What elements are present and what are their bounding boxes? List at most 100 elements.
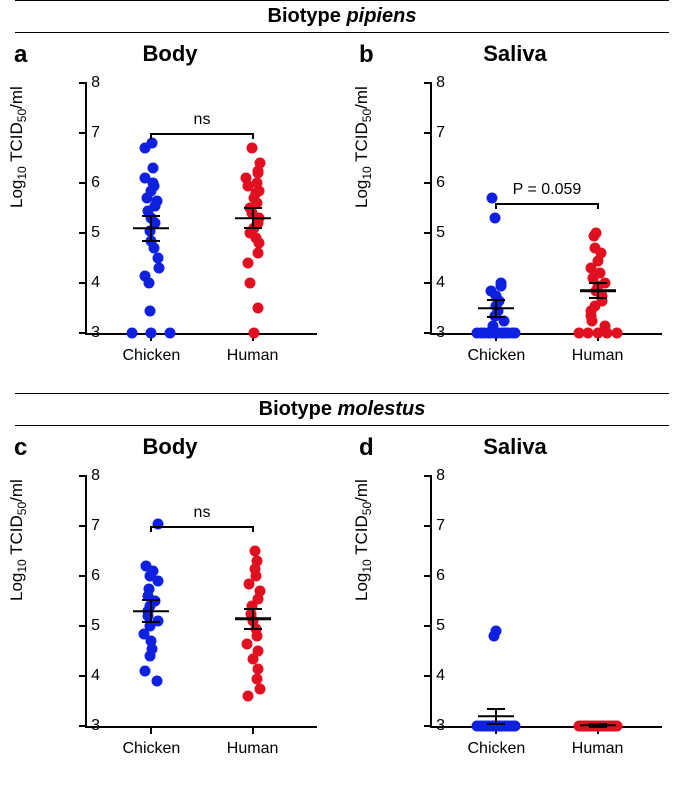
- data-point: [148, 163, 159, 174]
- sig-bracket: [252, 133, 254, 139]
- sig-bracket: [150, 526, 152, 532]
- y-tick: [424, 182, 432, 184]
- data-point: [253, 248, 264, 259]
- error-cap: [142, 215, 160, 217]
- y-tick-label: 4: [436, 274, 445, 292]
- y-tick-label: 8: [436, 467, 445, 485]
- data-point: [139, 666, 150, 677]
- data-point: [152, 576, 163, 587]
- panel-a: a Body ChickenHumanns 345678Log10 TCID50…: [0, 33, 340, 383]
- y-tick-label: 5: [436, 224, 445, 242]
- mean-line: [235, 617, 271, 620]
- y-tick: [424, 675, 432, 677]
- sig-bracket: [495, 203, 497, 209]
- mean-line: [580, 724, 616, 727]
- data-point: [253, 303, 264, 314]
- sig-bracket: [151, 133, 252, 135]
- y-tick-label: 4: [91, 274, 100, 292]
- y-tick: [79, 675, 87, 677]
- y-tick: [79, 82, 87, 84]
- section-header-molestus: Biotype molestus: [15, 393, 669, 426]
- panels-row-2: c Body ChickenHumanns 345678Log10 TCID50…: [0, 426, 685, 776]
- y-tick: [424, 132, 432, 134]
- sig-bracket: [150, 133, 152, 139]
- x-tick: [252, 726, 254, 734]
- data-point: [510, 721, 521, 732]
- sig-bracket: [252, 526, 254, 532]
- x-tick-label: Human: [227, 347, 279, 365]
- data-point: [243, 258, 254, 269]
- sig-bracket: [597, 203, 599, 209]
- y-tick: [424, 575, 432, 577]
- section-name: molestus: [338, 398, 426, 420]
- x-tick: [150, 726, 152, 734]
- y-tick-label: 6: [436, 567, 445, 585]
- y-tick: [79, 725, 87, 727]
- y-axis-label: Log10 TCID50/ml: [352, 86, 374, 208]
- error-cap: [244, 628, 262, 630]
- panel-title: Saliva: [345, 434, 685, 460]
- data-point: [143, 278, 154, 289]
- data-point: [245, 278, 256, 289]
- y-tick: [424, 332, 432, 334]
- section-prefix: Biotype: [259, 398, 338, 420]
- y-tick: [424, 282, 432, 284]
- error-cap: [142, 599, 160, 601]
- mean-line: [133, 610, 169, 613]
- data-point: [247, 143, 258, 154]
- y-tick: [79, 332, 87, 334]
- y-tick-label: 3: [91, 324, 100, 342]
- y-tick: [424, 525, 432, 527]
- data-point: [586, 315, 597, 326]
- y-tick-label: 7: [91, 124, 100, 142]
- data-point: [489, 213, 500, 224]
- x-tick-label: Chicken: [122, 740, 180, 758]
- y-tick-label: 3: [91, 717, 100, 735]
- data-point: [588, 230, 599, 241]
- sig-bracket: [151, 526, 252, 528]
- plot-area: ChickenHumanP = 0.059: [430, 83, 662, 335]
- data-point: [242, 691, 253, 702]
- data-point: [242, 638, 253, 649]
- y-tick: [79, 575, 87, 577]
- y-tick-label: 7: [436, 124, 445, 142]
- y-tick-label: 8: [436, 74, 445, 92]
- error-cap: [589, 282, 607, 284]
- y-tick: [79, 525, 87, 527]
- data-point: [152, 676, 163, 687]
- y-tick-label: 5: [91, 617, 100, 635]
- error-cap: [244, 608, 262, 610]
- x-tick-label: Chicken: [122, 347, 180, 365]
- y-tick: [424, 725, 432, 727]
- x-tick-label: Chicken: [467, 740, 525, 758]
- y-tick-label: 8: [91, 467, 100, 485]
- y-tick-label: 4: [91, 667, 100, 685]
- error-cap: [142, 240, 160, 242]
- y-tick-label: 4: [436, 667, 445, 685]
- data-point: [144, 305, 155, 316]
- figure-root: Biotype pipiens a Body ChickenHumanns 34…: [0, 0, 685, 803]
- data-point: [489, 631, 500, 642]
- data-point: [146, 328, 157, 339]
- y-tick: [79, 182, 87, 184]
- data-point: [254, 683, 265, 694]
- panel-c: c Body ChickenHumanns 345678Log10 TCID50…: [0, 426, 340, 776]
- data-point: [611, 328, 622, 339]
- mean-line: [478, 307, 514, 310]
- y-tick-label: 5: [436, 617, 445, 635]
- sig-label: ns: [194, 111, 211, 129]
- y-tick-label: 3: [436, 324, 445, 342]
- data-point: [244, 578, 255, 589]
- mean-line: [478, 715, 514, 718]
- data-point: [140, 143, 151, 154]
- y-tick: [424, 475, 432, 477]
- y-tick-label: 6: [436, 174, 445, 192]
- data-point: [510, 328, 521, 339]
- panel-title: Saliva: [345, 41, 685, 67]
- section-prefix: Biotype: [268, 5, 347, 27]
- data-point: [487, 193, 498, 204]
- y-tick: [424, 232, 432, 234]
- y-tick: [79, 232, 87, 234]
- error-cap: [487, 708, 505, 710]
- mean-line: [235, 217, 271, 220]
